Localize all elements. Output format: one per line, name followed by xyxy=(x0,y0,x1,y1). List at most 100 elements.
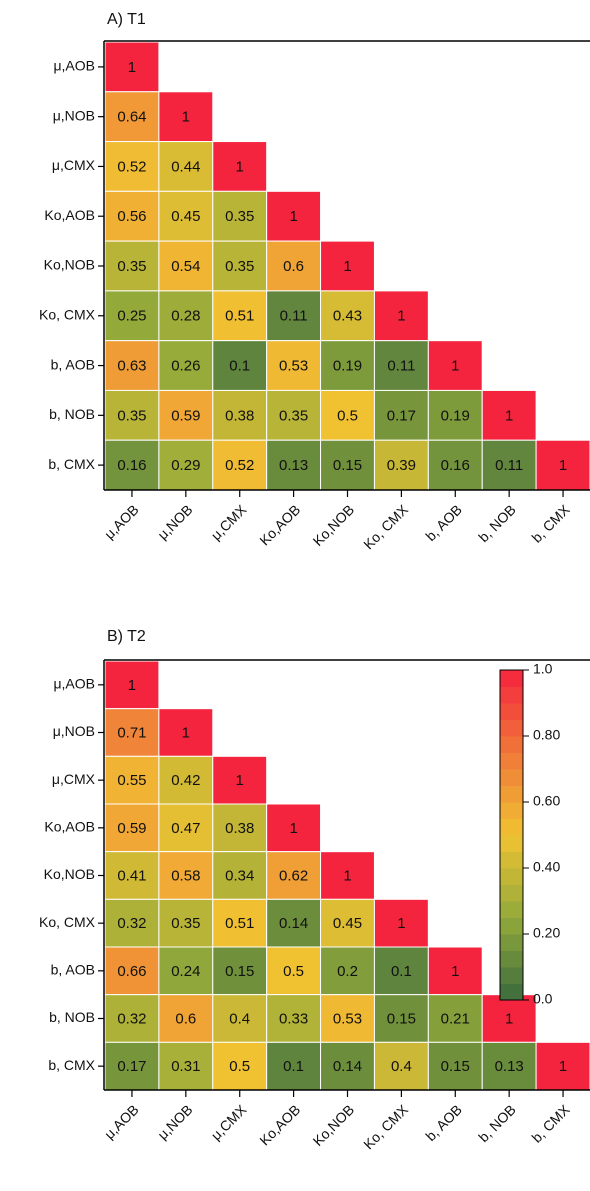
heatmap-cell xyxy=(373,439,429,491)
cell-label: 0.15 xyxy=(333,457,362,474)
cell-label: 0.19 xyxy=(333,358,362,375)
heatmap-cell xyxy=(158,1041,214,1091)
cell-label: 0.38 xyxy=(225,407,254,424)
heatmap-cell xyxy=(104,41,160,93)
heatmap-cell xyxy=(266,240,322,292)
cell-label: 0.13 xyxy=(279,457,308,474)
cell-label: 0.35 xyxy=(225,258,254,275)
x-tick-label: μ,CMX xyxy=(208,501,250,543)
cell-label: 0.35 xyxy=(117,407,146,424)
heatmap-cell xyxy=(212,898,268,948)
cell-label: 0.16 xyxy=(117,457,146,474)
colorbar-step xyxy=(500,752,523,770)
heatmap-cell xyxy=(212,290,268,342)
cell-label: 0.1 xyxy=(391,963,412,980)
heatmap-cell xyxy=(320,994,375,1043)
cell-label: 1 xyxy=(505,1010,513,1027)
heatmap-cell xyxy=(212,803,268,853)
cell-label: 1 xyxy=(397,915,405,932)
heatmap-cell xyxy=(212,755,268,805)
x-tick-label: b, CMX xyxy=(528,501,573,546)
x-tick-label: b, AOB xyxy=(422,1101,465,1144)
heatmap-cell xyxy=(158,946,214,996)
colorbar-step xyxy=(500,934,523,951)
chart-title: A) T1 xyxy=(107,11,146,28)
colorbar-step xyxy=(500,703,523,720)
cell-label: 1 xyxy=(559,457,567,474)
colorbar-step xyxy=(500,884,523,902)
x-tick-label: b, NOB xyxy=(475,501,519,545)
x-tick-label: μ,AOB xyxy=(101,1101,142,1142)
heatmap-cell xyxy=(320,946,375,996)
colorbar-frame xyxy=(499,669,524,1001)
y-tick-label: μ,CMX xyxy=(52,771,96,787)
colorbar-step xyxy=(500,835,523,852)
heatmap-cell xyxy=(212,389,268,441)
heatmap-cell xyxy=(104,660,160,710)
cell-label: 0.51 xyxy=(225,915,254,932)
cell-label: 1 xyxy=(505,407,513,424)
x-tick-label: μ,AOB xyxy=(101,501,142,542)
cell-label: 0.71 xyxy=(117,724,146,741)
heatmap-cell xyxy=(266,946,322,996)
colorbar-step xyxy=(500,851,523,869)
x-tick-label: Ko,AOB xyxy=(256,1101,303,1148)
cell-label: 0.17 xyxy=(117,1058,146,1075)
heatmap-cell xyxy=(481,994,537,1043)
heatmap-cell xyxy=(104,898,160,948)
heatmap-cell xyxy=(212,946,268,996)
cell-label: 0.58 xyxy=(171,867,200,884)
colorbar-tick-label: 1.0 xyxy=(533,661,553,677)
colorbar-tick-label: 0.60 xyxy=(533,793,560,809)
heatmap-cell xyxy=(104,340,160,391)
cell-label: 0.1 xyxy=(283,1058,304,1075)
cell-label: 0.35 xyxy=(117,258,146,275)
y-tick-label: μ,AOB xyxy=(53,58,95,74)
cell-label: 1 xyxy=(343,258,351,275)
cell-label: 0.62 xyxy=(279,867,308,884)
y-tick-label: Ko,AOB xyxy=(44,819,95,835)
heatmap-cell xyxy=(373,1041,429,1091)
cell-label: 0.16 xyxy=(441,457,470,474)
heatmap-cell xyxy=(104,994,160,1043)
cell-label: 0.5 xyxy=(337,407,358,424)
cell-label: 0.11 xyxy=(280,308,308,325)
y-tick-label: Ko, CMX xyxy=(39,306,96,322)
heatmap-cell xyxy=(104,1041,160,1091)
y-tick-label: Ko,NOB xyxy=(44,866,95,882)
cell-label: 1 xyxy=(128,59,136,76)
y-tick-label: b, AOB xyxy=(51,962,95,978)
cell-label: 0.1 xyxy=(229,358,250,375)
colorbar-step xyxy=(500,769,523,786)
heatmap-cell xyxy=(427,1041,483,1091)
y-tick-label: b, CMX xyxy=(48,1057,95,1073)
heatmap-cell xyxy=(212,439,268,491)
x-tick-label: b, AOB xyxy=(422,501,465,544)
heatmap-cell xyxy=(158,340,214,391)
heatmap-cell xyxy=(266,994,322,1043)
heatmap-cell xyxy=(373,340,429,391)
colorbar-step xyxy=(500,868,523,885)
colorbar-step xyxy=(500,901,523,918)
cell-label: 0.15 xyxy=(387,1010,416,1027)
cell-label: 1 xyxy=(559,1058,567,1075)
cell-label: 0.59 xyxy=(171,407,200,424)
cell-label: 0.64 xyxy=(117,109,146,126)
colorbar-tick-label: 0.0 xyxy=(533,991,553,1007)
cell-label: 0.54 xyxy=(171,258,200,275)
cell-label: 1 xyxy=(236,158,244,175)
heatmap-cell xyxy=(320,290,375,342)
cell-label: 0.14 xyxy=(333,1058,362,1075)
heatmap-cell xyxy=(104,439,160,491)
cell-label: 1 xyxy=(289,208,297,225)
x-tick-label: Ko,NOB xyxy=(310,501,358,549)
cell-label: 0.35 xyxy=(171,915,200,932)
colorbar-tick-label: 0.20 xyxy=(533,925,560,941)
cell-label: 0.53 xyxy=(333,1010,362,1027)
heatmap-cell xyxy=(373,290,429,342)
cell-label: 0.51 xyxy=(225,308,254,325)
cell-label: 0.4 xyxy=(391,1058,412,1075)
cell-label: 0.34 xyxy=(225,867,254,884)
x-tick-label: μ,NOB xyxy=(154,1101,195,1142)
y-tick-label: μ,AOB xyxy=(53,676,95,692)
